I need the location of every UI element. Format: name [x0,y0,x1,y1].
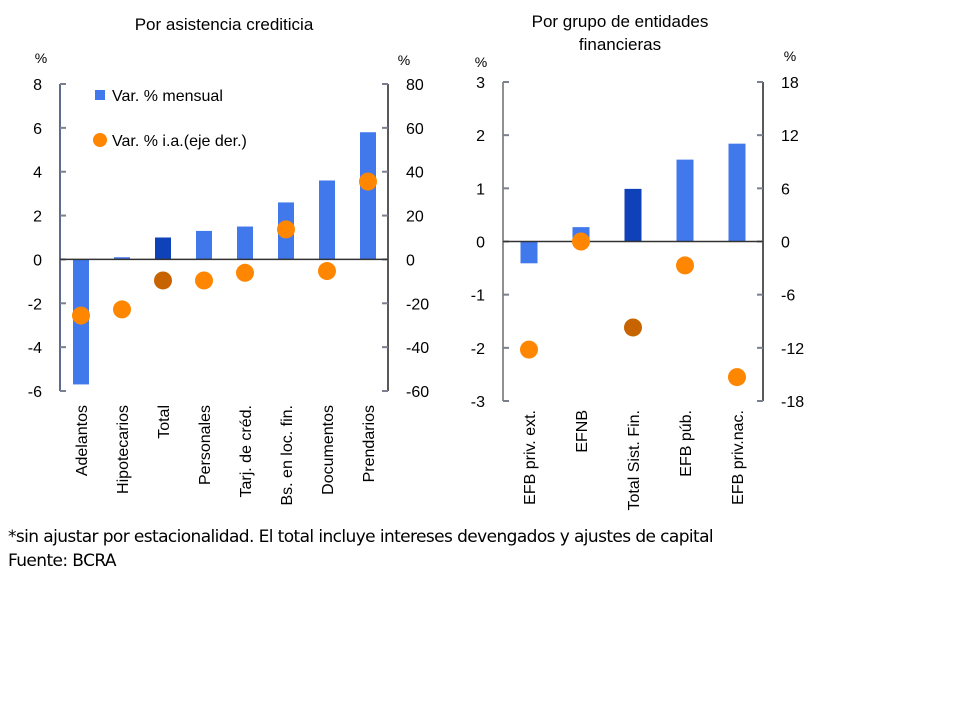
data-point [676,256,694,275]
data-point [728,368,746,387]
data-point [318,262,336,281]
left-tick-label: 8 [33,77,42,94]
left-tick-label: 1 [476,181,485,198]
left-tick-label: -6 [28,384,42,401]
right-tick-label: -6 [781,288,795,305]
chart-title-line2: financieras [579,35,661,54]
left-tick-label: 3 [476,75,485,92]
category-label: Bs. en loc. fin. [279,405,296,506]
right-tick-label: -18 [781,394,804,411]
left-tick-label: -1 [471,288,485,305]
right-tick-label: 60 [406,121,424,138]
data-point [277,220,295,239]
left-tick-label: -2 [28,296,42,313]
right-tick-label: 20 [406,209,424,226]
chart-por-grupo-de-entidades: Por grupo de entidades financieras % % 3… [471,12,804,510]
left-tick-label: 4 [33,165,42,182]
bar [196,230,212,260]
left-tick-label: 6 [33,121,42,138]
right-axis-unit: % [398,52,410,68]
bar [319,180,335,260]
left-tick-label: 2 [33,209,42,226]
data-point [572,232,590,251]
right-tick-label: -60 [406,384,429,401]
right-tick-label: 12 [781,128,799,145]
left-tick-label: 0 [33,252,42,269]
left-tick-label: 2 [476,128,485,145]
category-label: Total [156,405,173,439]
data-point [72,306,90,325]
footnote: *sin ajustar por estacionalidad. El tota… [8,527,714,547]
data-point [154,271,172,290]
legend-bar-label: Var. % mensual [112,88,223,105]
category-label: Total Sist. Fin. [626,410,643,510]
bar [155,237,171,260]
left-axis-unit: % [35,50,47,66]
category-label: EFB priv. ext. [522,410,539,505]
left-axis-unit: % [475,54,487,70]
right-tick-label: 0 [781,235,790,252]
category-label: Tarj. de créd. [238,405,255,497]
data-point [113,300,131,319]
right-tick-label: 80 [406,77,424,94]
category-label: Hipotecarios [115,405,132,494]
left-tick-label: -4 [28,340,42,357]
bar [676,159,694,242]
left-tick-label: 0 [476,235,485,252]
bar [114,257,130,260]
data-point [195,271,213,290]
chart-title-line1: Por grupo de entidades [532,12,709,31]
right-tick-label: -12 [781,341,804,358]
legend-bar-swatch [95,90,105,100]
bar [728,143,746,242]
data-point [236,263,254,282]
data-point [624,318,642,337]
bar [520,241,538,264]
category-label: EFNB [574,410,591,453]
legend-dot-label: Var. % i.a.(eje der.) [112,133,247,150]
category-label: Adelantos [74,405,91,476]
data-point [520,340,538,359]
legend-dot-swatch [93,133,107,147]
category-label: Prendarios [361,405,378,482]
source-note: Fuente: BCRA [8,551,117,571]
chart-por-asistencia-crediticia: Por asistencia crediticia % % Var. % men… [28,15,429,506]
bar [360,132,376,260]
category-label: EFB púb. [678,410,695,477]
right-tick-label: 6 [781,181,790,198]
category-label: Documentos [320,405,337,495]
data-point [359,172,377,191]
right-tick-label: 18 [781,75,799,92]
chart-title: Por asistencia crediticia [135,15,314,34]
left-tick-label: -3 [471,394,485,411]
right-axis-unit: % [784,48,796,64]
right-tick-label: -40 [406,340,429,357]
category-label: EFB priv.nac. [730,410,747,505]
right-tick-label: 0 [406,252,415,269]
bar [624,188,642,242]
right-tick-label: -20 [406,296,429,313]
right-tick-label: 40 [406,165,424,182]
bar [237,226,253,260]
category-label: Personales [197,405,214,485]
legend: Var. % mensual Var. % i.a.(eje der.) [93,88,247,150]
left-tick-label: -2 [471,341,485,358]
